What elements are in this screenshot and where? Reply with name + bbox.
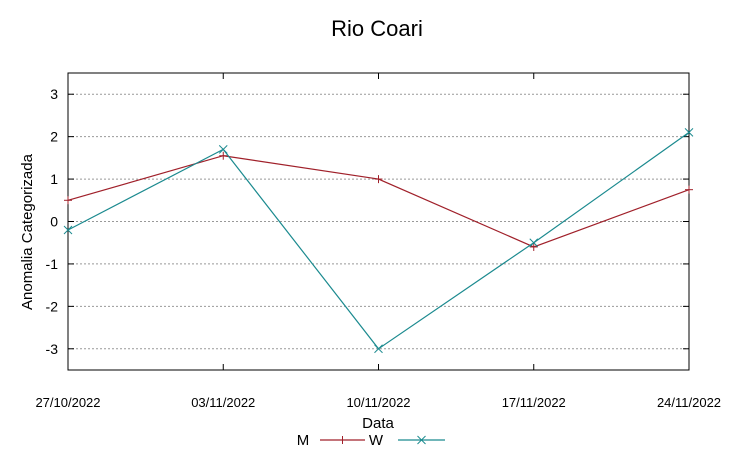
legend-label: W xyxy=(369,432,384,449)
data-point-w xyxy=(218,145,228,154)
x-tick-label: 17/11/2022 xyxy=(502,395,566,410)
data-point-w xyxy=(529,238,539,248)
y-tick-label: 3 xyxy=(50,86,58,102)
data-point-w xyxy=(374,344,383,354)
legend-label: M xyxy=(297,432,310,449)
x-tick-label: 24/11/2022 xyxy=(657,395,721,410)
chart-title: Rio Coari xyxy=(331,16,423,41)
y-tick-label: 0 xyxy=(50,214,58,230)
y-tick-label: 1 xyxy=(50,171,58,187)
y-tick-label: 2 xyxy=(50,129,58,145)
grid-lines xyxy=(68,93,689,350)
y-tick-label: -1 xyxy=(46,256,59,272)
x-axis-ticks: 27/10/2022 03/11/2022 10/11/2022 17/11/2022… xyxy=(35,73,721,410)
y-tick-label: -2 xyxy=(46,298,59,314)
y-axis-ticks: 3 2 1 0 -1 -2 -3 xyxy=(46,86,689,357)
series-line-m xyxy=(67,155,690,248)
data-point-w xyxy=(684,128,694,137)
y-tick-label: -3 xyxy=(46,341,59,357)
x-axis-label: Data xyxy=(362,415,394,432)
y-axis-label: Anomalia Categorizada xyxy=(19,153,36,310)
series-line-w xyxy=(67,131,690,350)
series-group xyxy=(63,128,694,354)
x-tick-label: 03/11/2022 xyxy=(191,395,255,410)
data-point-w xyxy=(63,225,73,235)
x-tick-label: 10/11/2022 xyxy=(346,395,410,410)
legend-marker xyxy=(417,435,426,445)
x-tick-label: 27/10/2022 xyxy=(35,395,100,410)
